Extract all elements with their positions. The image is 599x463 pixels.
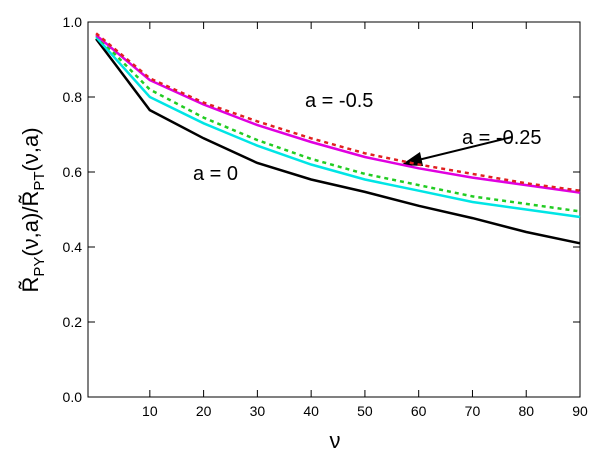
y-label-sub: PY bbox=[31, 257, 48, 277]
arrow-head bbox=[401, 152, 423, 166]
x-tick-label: 70 bbox=[465, 403, 481, 419]
y-label-sub: PT bbox=[31, 171, 48, 190]
y-tick-label: 0.2 bbox=[63, 314, 83, 330]
series-line bbox=[95, 34, 581, 213]
series-line bbox=[95, 34, 581, 194]
annotation: a = -0.5 bbox=[305, 90, 373, 112]
plot-frame bbox=[87, 21, 581, 398]
x-axis-label: ν bbox=[330, 428, 341, 453]
series-line bbox=[95, 32, 581, 192]
arrow-shaft bbox=[409, 136, 513, 163]
series-line bbox=[95, 36, 581, 219]
y-label-part: R̃ bbox=[18, 191, 43, 207]
y-label-part: (ν,a) bbox=[18, 127, 43, 171]
y-tick-label: 0.0 bbox=[63, 389, 83, 405]
y-axis-label: R̃PY(ν,a)/R̃PT(ν,a) bbox=[18, 127, 48, 292]
annotation: a = 0 bbox=[193, 163, 238, 185]
y-tick-label: 1.0 bbox=[63, 14, 83, 30]
series-line bbox=[95, 38, 581, 245]
x-tick-label: 60 bbox=[411, 403, 427, 419]
y-tick-label: 0.6 bbox=[63, 164, 83, 180]
y-tick-label: 0.4 bbox=[63, 239, 83, 255]
x-tick-label: 10 bbox=[142, 403, 158, 419]
x-tick-label: 20 bbox=[196, 403, 212, 419]
x-tick-label: 90 bbox=[572, 403, 588, 419]
x-tick-label: 30 bbox=[250, 403, 266, 419]
y-label-part: R̃ bbox=[18, 277, 43, 293]
y-tick-label: 0.8 bbox=[63, 89, 83, 105]
annotation: a = -0.25 bbox=[462, 127, 542, 149]
x-tick-label: 40 bbox=[303, 403, 319, 419]
y-label-part: (ν,a)/ bbox=[18, 206, 43, 257]
x-tick-label: 80 bbox=[518, 403, 534, 419]
x-tick-label: 50 bbox=[357, 403, 373, 419]
